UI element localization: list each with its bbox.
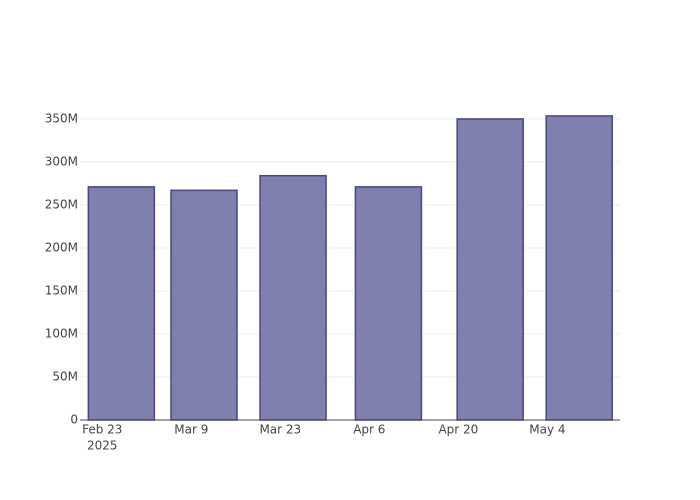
x-tick-label: Apr 6 xyxy=(353,423,385,437)
y-tick-label: 100M xyxy=(45,326,78,340)
bar xyxy=(259,174,327,421)
bar xyxy=(87,186,156,421)
bar xyxy=(170,189,238,421)
y-tick-label: 350M xyxy=(45,111,78,125)
y-tick-label: 300M xyxy=(45,154,78,168)
y-tick-label: 50M xyxy=(52,369,78,383)
y-tick-label: 200M xyxy=(45,240,78,254)
y-tick-label: 0 xyxy=(70,413,78,427)
x-tick-label: Mar 23 xyxy=(259,423,301,437)
y-tick-label: 250M xyxy=(45,197,78,211)
y-tick-label: 150M xyxy=(45,283,78,297)
x-tick-label: May 4 xyxy=(529,423,565,437)
bar xyxy=(456,118,524,421)
bar xyxy=(354,186,423,421)
bar xyxy=(545,115,613,421)
x-tick-year: 2025 xyxy=(87,439,118,453)
x-tick-label: Mar 9 xyxy=(174,423,208,437)
x-tick-label: Feb 23 xyxy=(82,423,122,437)
x-tick-label: Apr 20 xyxy=(438,423,478,437)
